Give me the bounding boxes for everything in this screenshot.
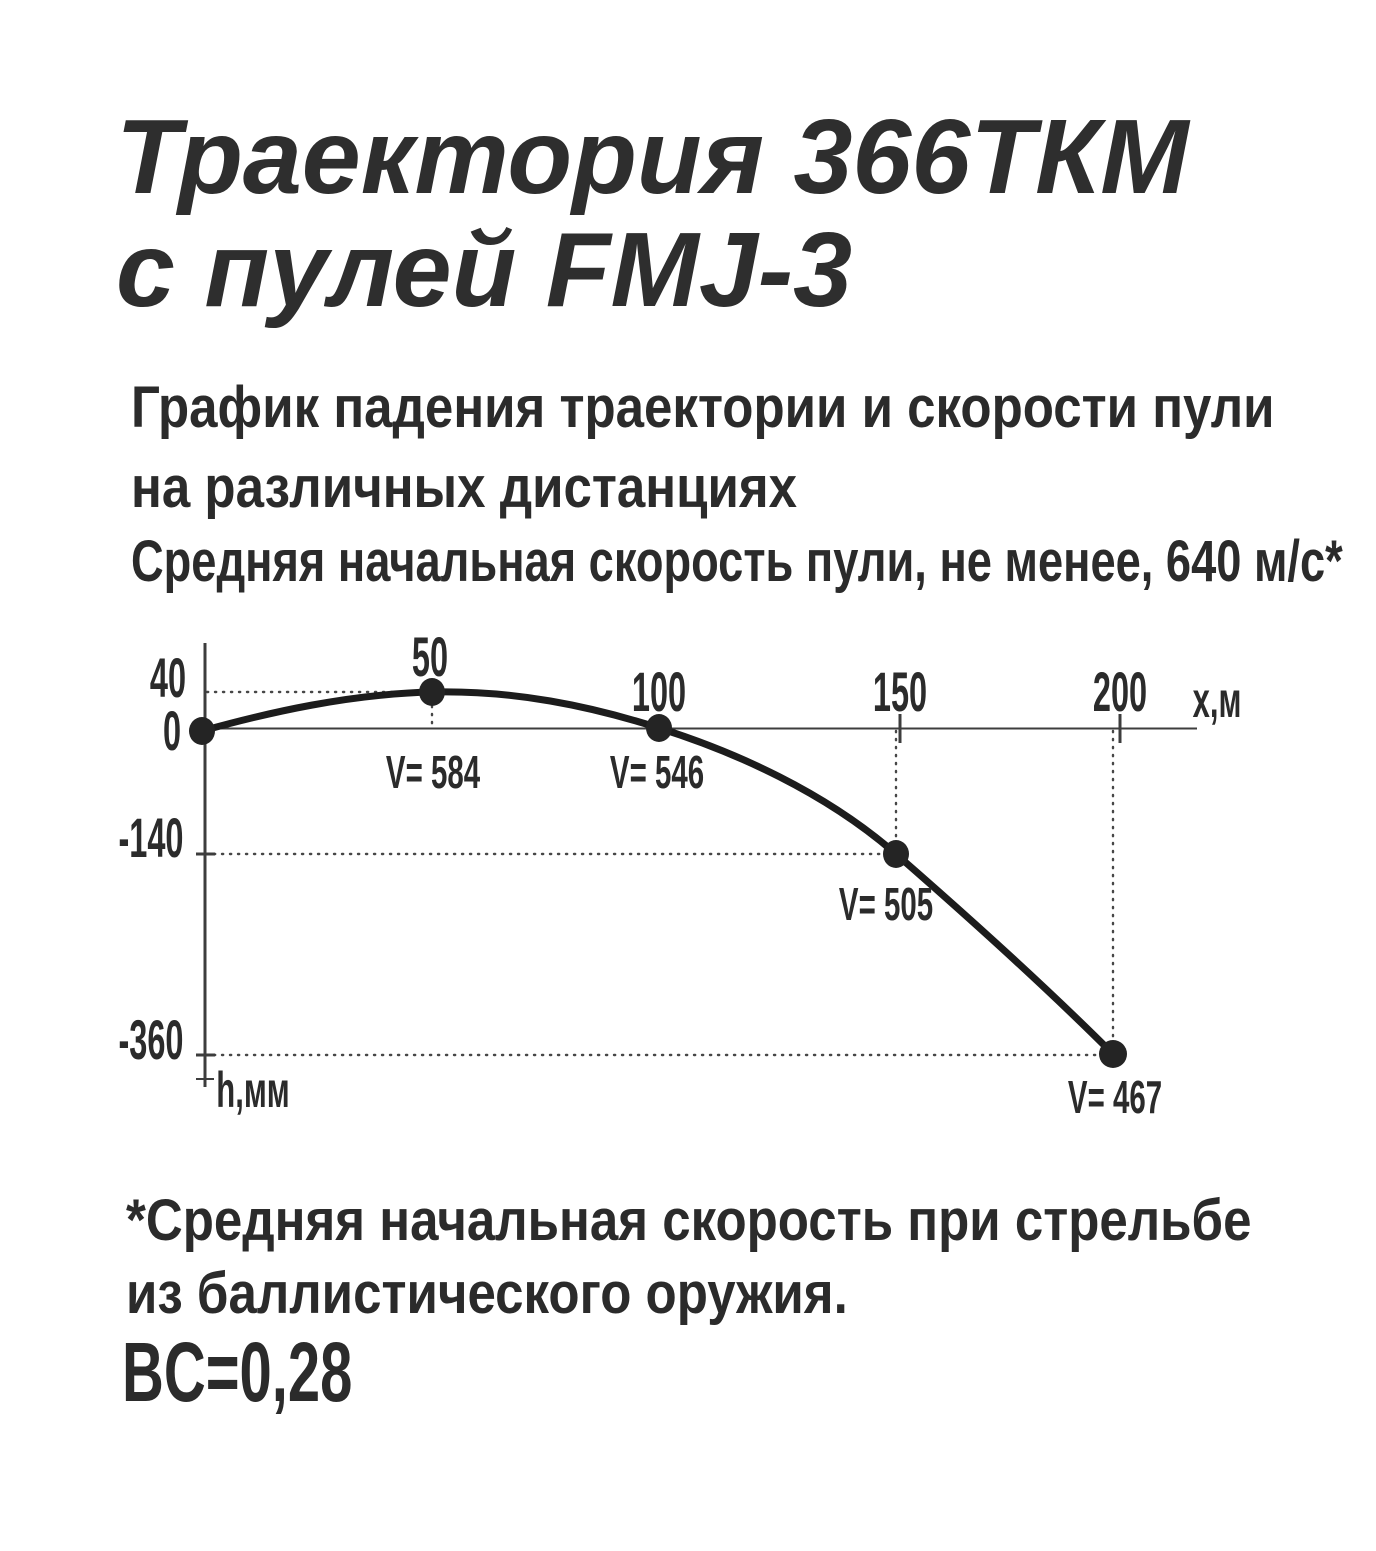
x-tick-label-200: 200 (1092, 660, 1148, 723)
chart-subtitle-line2: на различных дистанциях (131, 455, 797, 520)
data-point-150m (883, 840, 909, 868)
ballistic-coefficient: BC=0,28 (122, 1325, 353, 1419)
y-tick-label-360: -360 (118, 1008, 184, 1071)
chart-subtitle: График падения траектории и скорости пул… (131, 368, 1275, 528)
velocity-label-50m: V= 584 (385, 746, 481, 798)
page-title-line1: Траектория 366ТКМ (116, 98, 1189, 216)
guide-lines (205, 690, 1115, 1057)
y-tick-label-140: -140 (118, 806, 184, 869)
data-points (189, 678, 1127, 1068)
data-point-200m (1099, 1040, 1127, 1068)
y-tick-label-40: 40 (149, 646, 187, 709)
footnote-line2: из баллистического оружия. (126, 1261, 848, 1326)
velocity-label-150m: V= 505 (838, 878, 934, 930)
x-tick-label-100: 100 (631, 660, 687, 723)
x-tick-label-50: 50 (411, 625, 449, 688)
data-point-100m (646, 714, 672, 742)
x-axis-unit-label: х,м (1192, 672, 1242, 728)
velocity-label-200m: V= 467 (1067, 1071, 1163, 1123)
page-title-line2: с пулей FMJ-3 (116, 211, 853, 329)
muzzle-velocity-note: Средняя начальная скорость пули, не мене… (131, 529, 1343, 594)
velocity-label-100m: V= 546 (609, 746, 705, 798)
axes (196, 643, 1197, 1087)
page-title: Траектория 366ТКМ с пулей FMJ-3 (116, 101, 1189, 327)
chart-subtitle-line1: График падения траектории и скорости пул… (131, 375, 1275, 440)
trajectory-chart (189, 643, 1197, 1087)
footnote-line1: *Средняя начальная скорость при стрельбе (126, 1188, 1252, 1253)
y-tick-label-0: 0 (162, 699, 182, 762)
y-axis-unit-label: h,мм (216, 1062, 290, 1118)
x-tick-label-150: 150 (872, 660, 928, 723)
footnote: *Средняя начальная скорость при стрельбе… (126, 1184, 1251, 1330)
data-point-50m (419, 678, 445, 706)
data-point-0m (189, 717, 215, 745)
